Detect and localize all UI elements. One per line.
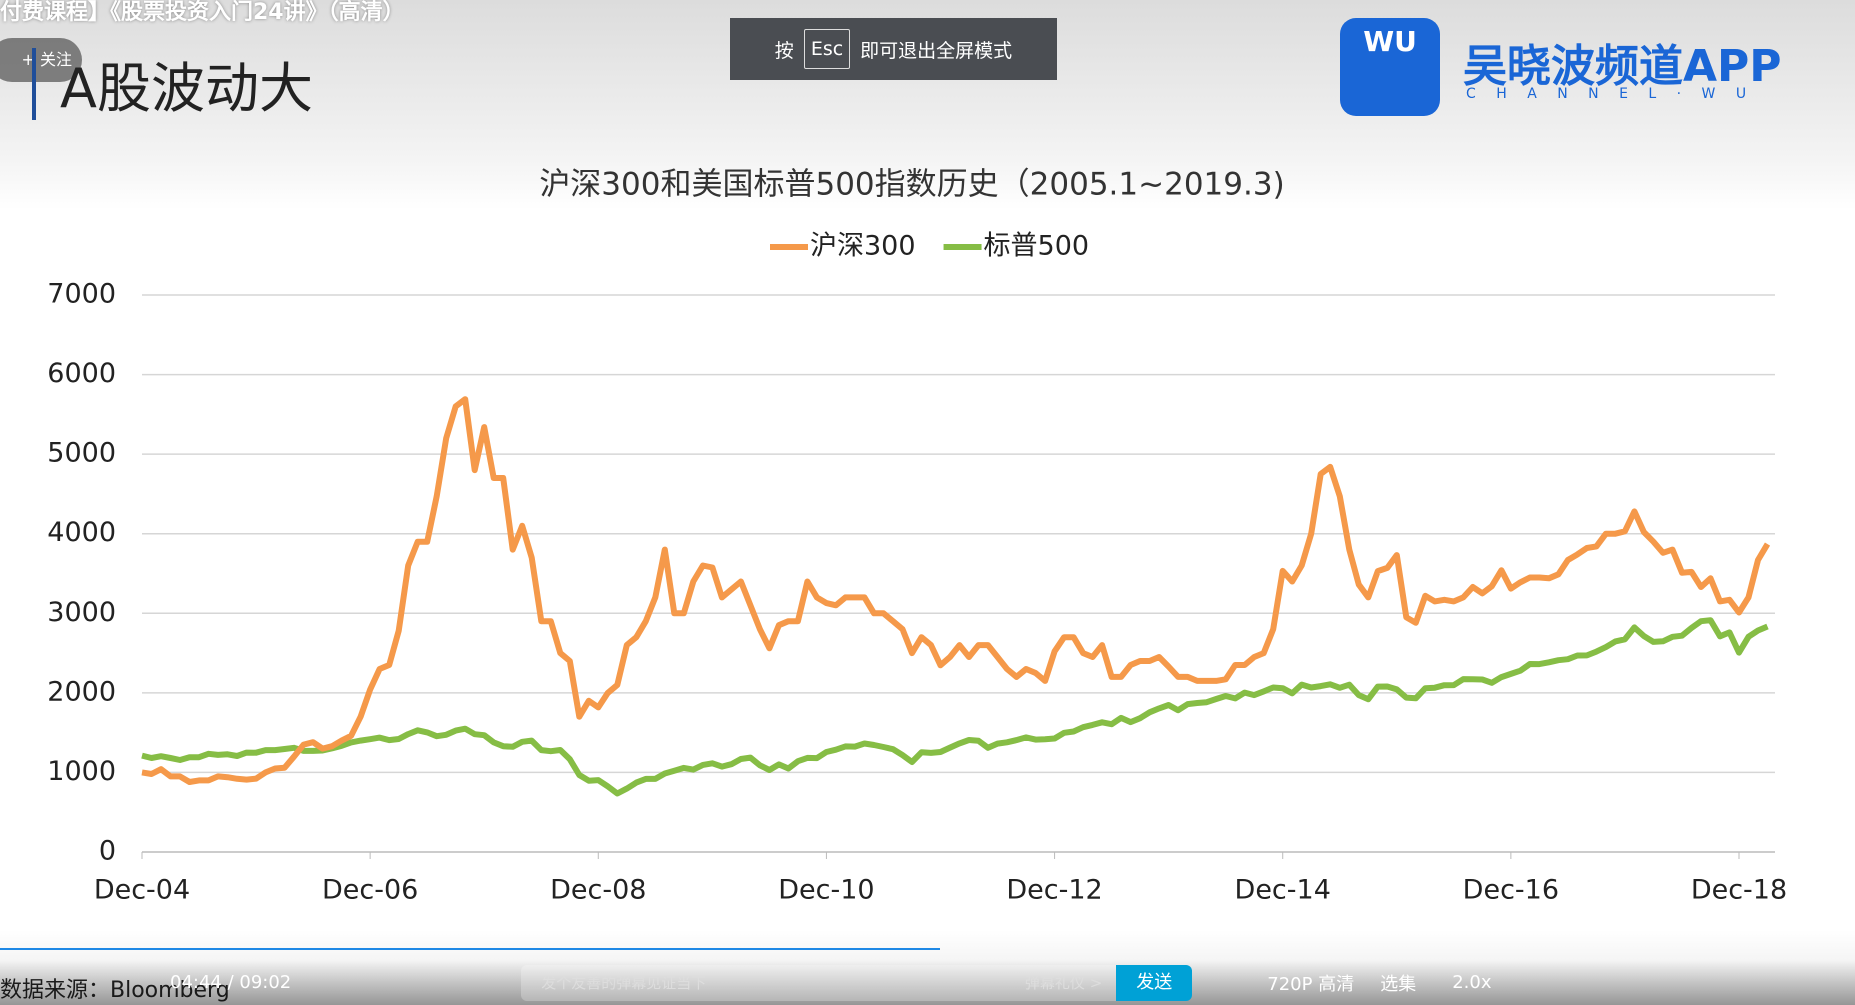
x-tick-label: Dec-10 [778,875,874,906]
x-tick-label: Dec-16 [1463,875,1559,906]
x-tick-label: Dec-14 [1235,875,1331,906]
source: 数据来源：Bloomberg [0,972,230,1004]
speed[interactable]: 2.0x [1452,972,1492,993]
time: 04:44 / 09:02 [170,972,292,993]
player-bar: 04:44 / 09:02 发个友善的弹幕见证当下 弹幕礼仪 > 发送 720P … [0,960,1855,1005]
legend-label: 沪深300 [810,231,916,262]
x-tick-label: Dec-18 [1691,875,1787,906]
slide-title: A股波动大 [60,57,313,120]
y-tick-label: 0 [99,836,116,867]
esc-hint: 按 Esc 即可退出全屏模式 [730,18,1057,80]
y-tick-label: 4000 [47,517,116,548]
video-title: 付费课程】《股票投资入门24讲》（高清） [0,0,405,25]
title-accent [32,48,36,120]
y-tick-label: 7000 [47,279,116,310]
placeholder: 发个友善的弹幕见证当下 [541,973,707,992]
logo-name: 吴晓波频道APP [1463,41,1782,92]
logo-badge: WU [1340,18,1440,116]
esc-text: 即可退出全屏模式 [860,39,1013,62]
y-tick-label: 3000 [47,597,116,628]
episodes[interactable]: 选集 [1380,973,1417,995]
series-line [141,617,1769,797]
x-tick-label: Dec-12 [1006,875,1102,906]
y-tick-label: 6000 [47,358,116,389]
chart-title: 沪深300和美国标普500指数历史（2005.1~2019.3) [539,167,1284,203]
series-line [141,396,1771,785]
x-tick-label: Dec-04 [94,875,190,906]
y-tick-label: 1000 [47,756,116,787]
send-button[interactable]: 发送 [1116,964,1193,1001]
esc-text: 按 [774,39,794,62]
legend-label: 标普500 [984,231,1090,262]
progress [0,948,940,950]
quality[interactable]: 720P 高清 [1267,973,1355,995]
x-tick-label: Dec-06 [322,875,418,906]
esc-key: Esc [803,29,851,69]
y-tick-label: 2000 [47,676,116,707]
danmaku-input[interactable]: 发个友善的弹幕见证当下 弹幕礼仪 > [521,964,1117,1001]
danmaku-rules[interactable]: 弹幕礼仪 > [1024,973,1103,992]
y-tick-label: 5000 [47,438,116,469]
x-tick-label: Dec-08 [550,875,646,906]
logo-sub: C H A N N E L · W U [1466,86,1755,102]
